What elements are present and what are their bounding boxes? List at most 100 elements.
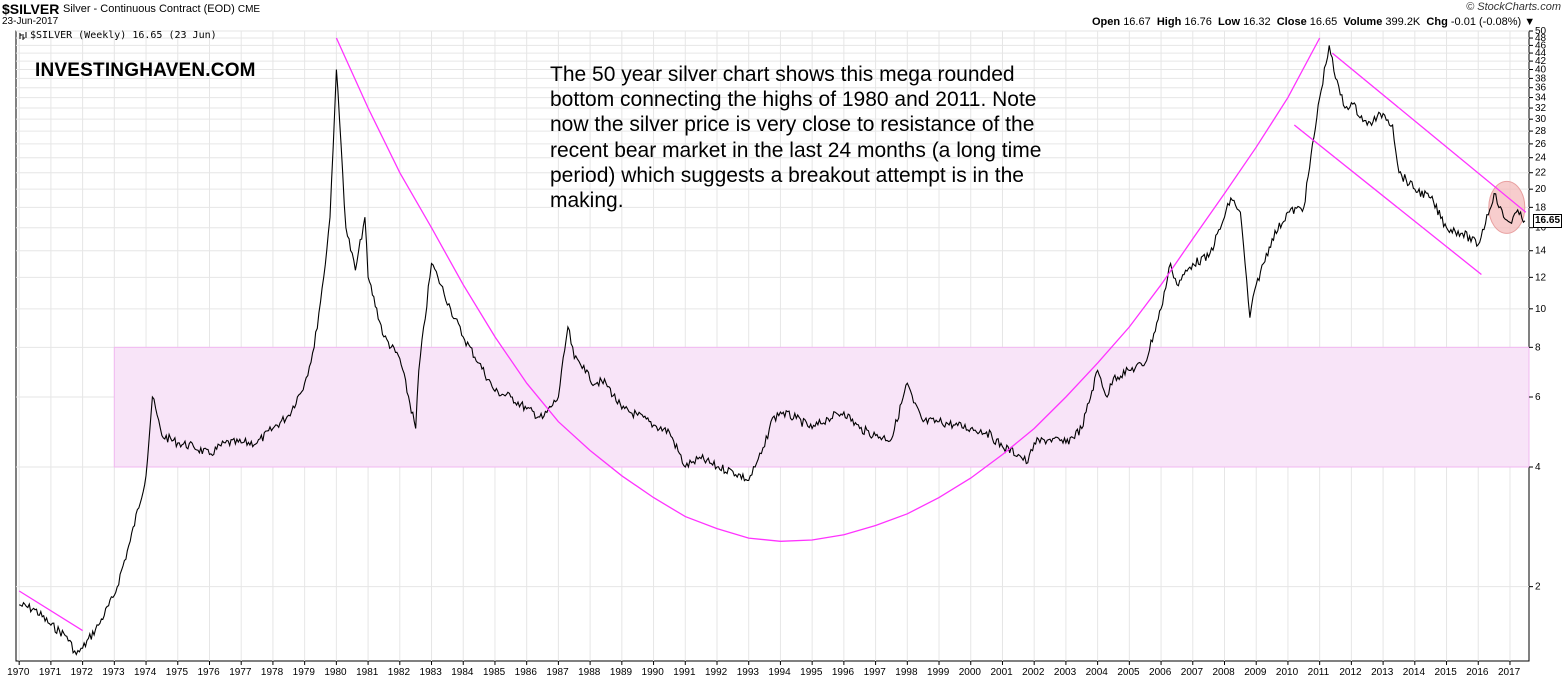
x-tick-label: 2010 <box>1276 667 1299 678</box>
y-tick-label: 32 <box>1535 103 1547 114</box>
y-tick-label: 18 <box>1535 202 1547 213</box>
x-tick-label: 1980 <box>324 667 347 678</box>
y-tick-label: 36 <box>1535 83 1547 94</box>
y-tick-label: 14 <box>1535 246 1547 257</box>
x-tick-label: 1991 <box>673 667 696 678</box>
price-series <box>19 45 1526 656</box>
chg-label: Chg <box>1426 16 1448 28</box>
channel-upper-line <box>1331 52 1527 213</box>
exchange-text: CME <box>237 4 261 15</box>
y-tick-label: 6 <box>1535 392 1541 403</box>
high-label: High <box>1156 16 1182 28</box>
x-tick-label: 2016 <box>1466 667 1489 678</box>
x-tick-label: 1998 <box>895 667 918 678</box>
x-tick-label: 2014 <box>1403 667 1426 678</box>
x-tick-label: 1995 <box>800 667 823 678</box>
x-tick-label: 1972 <box>71 667 94 678</box>
x-tick-label: 1987 <box>546 667 569 678</box>
x-tick-label: 2015 <box>1435 667 1458 678</box>
ohlc-bar: Open 16.67 High 16.76 Low 16.32 Close 16… <box>1092 16 1535 28</box>
volume-label: Volume <box>1343 16 1383 28</box>
close-label: Close <box>1276 16 1307 28</box>
x-tick-label: 1976 <box>197 667 220 678</box>
x-tick-label: 2004 <box>1086 667 1109 678</box>
y-tick-label: 34 <box>1535 93 1547 104</box>
close-value: 16.65 <box>1309 16 1338 28</box>
price-line <box>19 45 1526 656</box>
chart-annotation: The 50 year silver chart shows this mega… <box>550 63 1042 212</box>
x-tick-label: 1993 <box>737 667 760 678</box>
x-tick-label: 2003 <box>1054 667 1077 678</box>
x-tick-label: 1970 <box>7 667 30 678</box>
support-zone-rect <box>113 346 1530 468</box>
y-tick-label: 4 <box>1535 462 1541 473</box>
y-tick-label: 22 <box>1535 168 1547 179</box>
y-tick-label: 46 <box>1535 40 1547 51</box>
x-tick-label: 1999 <box>927 667 950 678</box>
x-tick-label: 1977 <box>229 667 252 678</box>
watermark: INVESTINGHAVEN.COM <box>35 60 256 81</box>
y-tick-label: 28 <box>1535 126 1547 137</box>
support-zone <box>113 346 1530 468</box>
y-tick-label: 38 <box>1535 73 1547 84</box>
description-text: Silver - Continuous Contract (EOD) <box>63 3 235 15</box>
x-tick-label: 1985 <box>483 667 506 678</box>
x-tick-label: 1974 <box>134 667 157 678</box>
x-tick-label: 1994 <box>768 667 791 678</box>
y-tick-label: 8 <box>1535 342 1541 353</box>
y-tick-label: 10 <box>1535 304 1547 315</box>
x-tick-label: 1975 <box>166 667 189 678</box>
y-tick-label: 16 <box>1535 223 1547 234</box>
chg-value: -0.01 (-0.08%) <box>1450 16 1522 28</box>
bar-chart-icon <box>19 31 27 40</box>
y-axis: 2468101214161820222426283032343638404244… <box>1529 26 1547 593</box>
last-price-label: 16.65 <box>1533 213 1563 228</box>
symbol-description: Silver - Continuous Contract (EOD) CME <box>63 3 260 15</box>
x-tick-label: 1997 <box>864 667 887 678</box>
x-tick-label: 2006 <box>1149 667 1172 678</box>
volume-value: 399.2K <box>1385 16 1421 28</box>
trendlines <box>18 37 1527 632</box>
y-tick-label: 42 <box>1535 56 1547 67</box>
rounded-bottom-curve <box>335 37 1321 542</box>
x-tick-label: 2011 <box>1308 667 1330 678</box>
y-tick-label: 20 <box>1535 184 1547 195</box>
y-tick-label: 48 <box>1535 33 1547 44</box>
open-label: Open <box>1092 16 1121 28</box>
x-tick-label: 1981 <box>356 667 379 678</box>
x-tick-label: 1983 <box>420 667 443 678</box>
x-tick-label: 1996 <box>832 667 855 678</box>
x-tick-label: 1986 <box>515 667 538 678</box>
y-tick-label: 30 <box>1535 114 1547 125</box>
y-tick-label: 12 <box>1535 272 1547 283</box>
x-tick-label: 2007 <box>1181 667 1204 678</box>
x-tick-label: 1988 <box>578 667 601 678</box>
x-tick-label: 1992 <box>705 667 728 678</box>
x-tick-label: 2005 <box>1117 667 1140 678</box>
x-tick-label: 1973 <box>102 667 125 678</box>
x-tick-label: 1978 <box>261 667 284 678</box>
y-tick-label: 24 <box>1535 153 1547 164</box>
chart-date: 23-Jun-2017 <box>2 16 59 27</box>
y-tick-label: 26 <box>1535 139 1547 150</box>
x-tick-label: 2008 <box>1212 667 1235 678</box>
legend-text: $SILVER (Weekly) 16.65 (23 Jun) <box>30 30 217 41</box>
high-value: 16.76 <box>1184 16 1212 28</box>
x-tick-label: 1984 <box>451 667 474 678</box>
x-tick-label: 1989 <box>610 667 633 678</box>
x-tick-label: 1982 <box>388 667 411 678</box>
y-tick-label: 2 <box>1535 582 1541 593</box>
x-tick-label: 2002 <box>1022 667 1045 678</box>
brand-link[interactable]: © StockCharts.com <box>1466 1 1561 13</box>
chg-arrow-icon: ▼ <box>1524 16 1536 28</box>
x-tick-label: 2009 <box>1244 667 1267 678</box>
series-legend: $SILVER (Weekly) 16.65 (23 Jun) <box>19 30 217 41</box>
low-label: Low <box>1218 16 1241 28</box>
x-tick-label: 2017 <box>1498 667 1521 678</box>
x-tick-label: 2013 <box>1371 667 1394 678</box>
trendline-1970 <box>18 590 83 632</box>
x-tick-label: 1979 <box>293 667 316 678</box>
highlight-ellipse <box>1488 180 1526 234</box>
x-tick-label: 1971 <box>39 667 62 678</box>
